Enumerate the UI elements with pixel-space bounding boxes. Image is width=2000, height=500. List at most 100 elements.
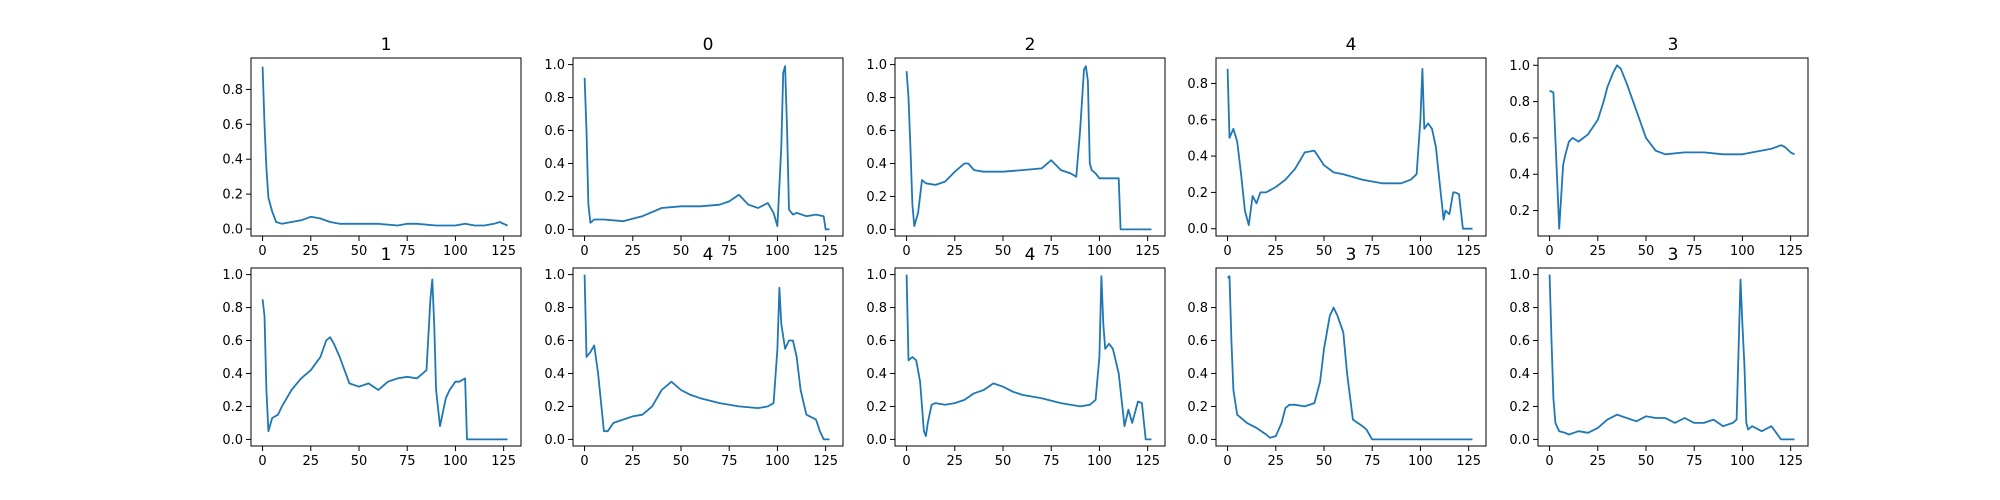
series-line <box>905 65 1152 231</box>
axes-frame <box>1537 267 1809 447</box>
y-tick-label: 0.8 <box>1187 77 1208 92</box>
x-tick-label: 75 <box>1364 454 1381 469</box>
x-tick-label: 25 <box>1268 454 1285 469</box>
x-tick-label: 25 <box>947 244 964 259</box>
x-tick-label: 75 <box>1043 244 1060 259</box>
y-tick-label: 1.0 <box>1509 59 1530 74</box>
y-tick-label: 1.0 <box>222 268 243 283</box>
x-tick-label: 125 <box>1778 454 1803 469</box>
x-tick-label: 50 <box>351 244 368 259</box>
y-tick-label: 0.2 <box>1187 400 1208 415</box>
x-tick-label: 25 <box>303 244 320 259</box>
y-tick-label: 0.6 <box>866 124 887 139</box>
axes-frame <box>1537 57 1809 237</box>
y-tick-label: 0.6 <box>866 334 887 349</box>
subplot-1: 1 0 25 50 75 100 125 0.0 0.2 0.4 0.6 0.8 <box>222 35 522 259</box>
axes-frame <box>250 57 522 237</box>
x-tick-label: 125 <box>491 454 516 469</box>
y-tick-label: 0.0 <box>222 433 243 448</box>
x-tick-label: 50 <box>995 454 1012 469</box>
y-tick-label: 0.8 <box>1509 301 1530 316</box>
subplot-4: 4 0 25 50 75 100 125 0.0 0.2 0.4 0.6 0.8 <box>1187 35 1487 259</box>
y-tick-label: 0.8 <box>866 91 887 106</box>
y-tick-label: 0.4 <box>544 367 565 382</box>
y-tick-label: 0.4 <box>866 157 887 172</box>
subplot-title: 4 <box>1346 35 1357 55</box>
x-tick-label: 0 <box>902 454 910 469</box>
series-line <box>583 274 830 441</box>
subplot-title: 1 <box>381 245 392 265</box>
x-tick-label: 100 <box>765 244 790 259</box>
y-tick-label: 0.6 <box>1187 113 1208 128</box>
subplot-7: 4 0 25 50 75 100 125 0.0 0.2 0.4 0.6 0.8 1.0 <box>544 245 844 469</box>
series-line <box>1226 275 1473 441</box>
y-tick-label: 0.8 <box>1509 95 1530 110</box>
x-tick-label: 125 <box>1135 244 1160 259</box>
series-line <box>1549 64 1795 230</box>
y-tick-label: 0.4 <box>1187 150 1208 165</box>
series-line <box>261 278 508 441</box>
x-tick-label: 25 <box>625 244 642 259</box>
subplot-title: 4 <box>703 245 714 265</box>
y-tick-label: 0.4 <box>544 157 565 172</box>
series-line <box>905 274 1152 441</box>
y-tick-label: 0.2 <box>866 190 887 205</box>
x-tick-label: 75 <box>1043 454 1060 469</box>
y-tick-label: 0.2 <box>866 400 887 415</box>
x-tick-label: 100 <box>1408 244 1433 259</box>
x-tick-label: 100 <box>1087 244 1112 259</box>
y-tick-label: 0.4 <box>222 153 243 168</box>
x-tick-label: 25 <box>1590 454 1607 469</box>
x-tick-label: 75 <box>1686 454 1703 469</box>
y-tick-label: 0.6 <box>222 334 243 349</box>
y-tick-label: 0.8 <box>222 83 243 98</box>
x-tick-label: 0 <box>580 454 588 469</box>
y-tick-label: 0.2 <box>1509 204 1530 219</box>
x-tick-label: 0 <box>258 454 266 469</box>
y-tick-label: 0.8 <box>544 91 565 106</box>
y-tick-label: 0.6 <box>544 334 565 349</box>
y-tick-label: 0.4 <box>222 367 243 382</box>
subplot-title: 2 <box>1025 35 1036 55</box>
subplot-9: 3 0 25 50 75 100 125 0.0 0.2 0.4 0.6 0.8 <box>1187 245 1487 469</box>
axes-frame <box>250 267 522 447</box>
axes-frame <box>572 267 844 447</box>
subplot-5: 3 0 25 50 75 100 125 0.2 0.4 0.6 0.8 1.0 <box>1509 35 1809 259</box>
y-tick-label: 0.4 <box>1187 367 1208 382</box>
x-tick-label: 100 <box>443 454 468 469</box>
x-tick-label: 75 <box>1364 244 1381 259</box>
y-tick-label: 0.2 <box>1187 186 1208 201</box>
series-line <box>1548 274 1795 441</box>
x-tick-label: 0 <box>1223 244 1231 259</box>
subplot-title: 1 <box>381 35 392 55</box>
axes-frame <box>572 57 844 237</box>
x-tick-label: 100 <box>1087 454 1112 469</box>
x-tick-label: 75 <box>399 244 416 259</box>
y-tick-label: 0.6 <box>1509 131 1530 146</box>
x-tick-label: 125 <box>1135 454 1160 469</box>
x-tick-label: 0 <box>1545 244 1553 259</box>
x-tick-label: 75 <box>721 244 738 259</box>
x-tick-label: 75 <box>399 454 416 469</box>
y-tick-label: 0.2 <box>544 400 565 415</box>
x-tick-label: 125 <box>1456 244 1481 259</box>
subplot-title: 0 <box>703 35 714 55</box>
y-tick-label: 0.4 <box>1509 168 1530 183</box>
axes-frame <box>1215 57 1487 237</box>
x-tick-label: 0 <box>1545 454 1553 469</box>
y-tick-label: 1.0 <box>544 268 565 283</box>
y-tick-label: 1.0 <box>1509 268 1530 283</box>
y-tick-label: 0.0 <box>866 223 887 238</box>
x-tick-label: 125 <box>813 244 838 259</box>
y-tick-label: 0.0 <box>1187 222 1208 237</box>
y-tick-label: 0.0 <box>544 433 565 448</box>
y-tick-label: 0.0 <box>544 223 565 238</box>
y-tick-label: 0.6 <box>1187 334 1208 349</box>
x-tick-label: 125 <box>491 244 516 259</box>
x-tick-label: 0 <box>580 244 588 259</box>
subplot-title: 4 <box>1025 245 1036 265</box>
subplot-title: 3 <box>1668 245 1679 265</box>
x-tick-label: 50 <box>1638 454 1655 469</box>
y-tick-label: 0.8 <box>866 301 887 316</box>
